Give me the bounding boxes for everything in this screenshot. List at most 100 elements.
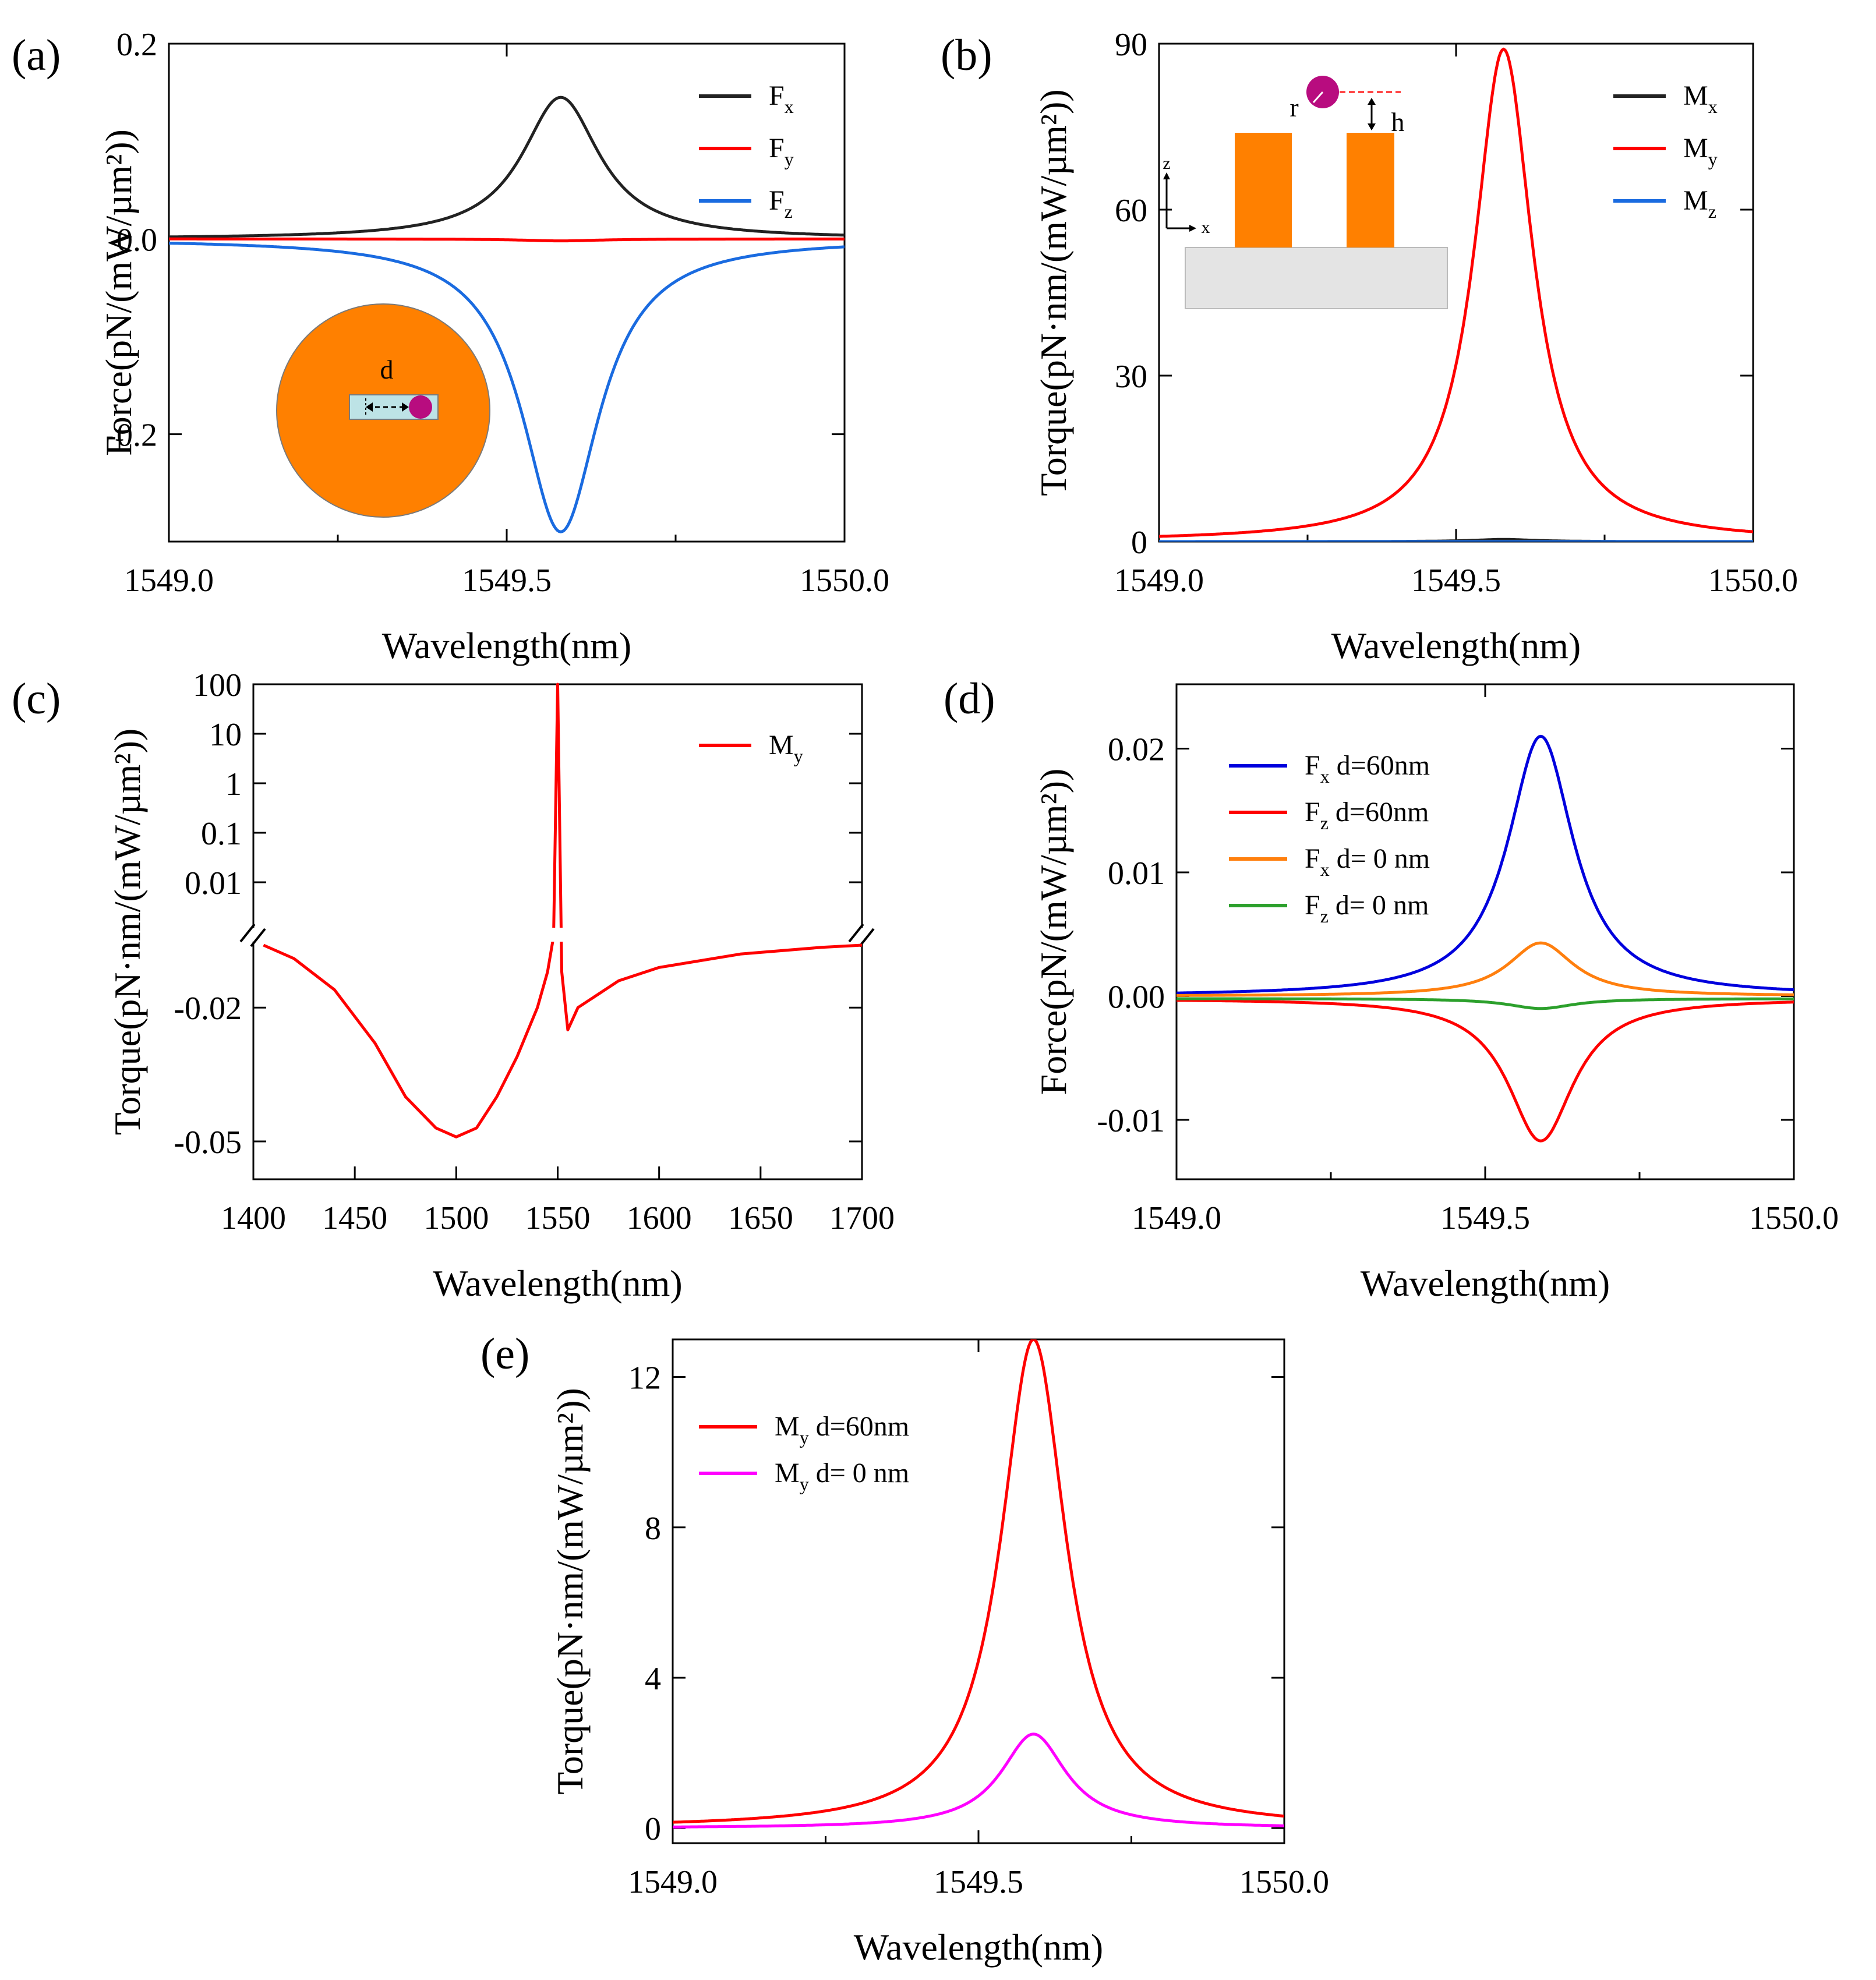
arrow-head-up: [1368, 98, 1376, 105]
x-tick-label: 1549.0: [1114, 563, 1204, 599]
arrow-head-left: [366, 402, 373, 412]
x-tick-label: 1650: [728, 1200, 793, 1236]
y-tick-label: 0.01: [185, 865, 242, 901]
panel-letter: (a): [12, 31, 61, 80]
y-tick-label: 90: [1115, 27, 1147, 63]
legend-symbol: F: [1305, 797, 1320, 828]
legend-suffix: d= 0 nm: [1330, 843, 1430, 874]
y-axis-title: Torque(pN·nm/(mW/µm²)): [1033, 89, 1074, 496]
legend-subscript: x: [1320, 766, 1330, 787]
y-tick-label: 10: [209, 717, 242, 753]
inset-label-h: h: [1391, 107, 1405, 137]
legend-symbol: M: [769, 730, 794, 761]
series-line-fy: [169, 237, 845, 243]
x-tick-label: 1549.0: [628, 1864, 718, 1900]
panel-b: (b) Wavelength(nm) Torque(pN·nm/(mW/µm²)) 1…: [941, 27, 1798, 666]
legend-label: My: [1683, 133, 1718, 169]
legend-subscript: z: [1708, 201, 1716, 222]
plot-frame: [168, 43, 846, 543]
legend-subscript: x: [1320, 859, 1330, 880]
series-line-my: [263, 683, 863, 1138]
y-axis-title: Torque(pN·nm/(mW/µm²)): [549, 1388, 591, 1795]
y-tick-label: 0: [645, 1811, 661, 1847]
legend-symbol: F: [769, 133, 785, 164]
legend-symbol: F: [769, 185, 785, 216]
y-tick-label: 0: [1131, 525, 1147, 561]
legend-subscript: y: [1708, 148, 1718, 169]
curve-break-gap: [544, 928, 563, 942]
x-axis-title: Wavelength(nm): [1331, 625, 1581, 666]
legend-symbol: M: [1683, 133, 1708, 164]
substrate: [1185, 247, 1448, 309]
x-tick-label: 1450: [322, 1200, 387, 1236]
series-line-my-d-0-nm: [673, 1733, 1284, 1829]
axis-break-slash: [250, 928, 266, 947]
axis-break-slash: [848, 923, 864, 943]
legend-subscript: z: [1320, 906, 1329, 927]
series-line-my: [1159, 47, 1753, 538]
y-tick-label: 8: [645, 1511, 661, 1547]
legend-suffix: d= 0 nm: [809, 1458, 909, 1488]
panel-letter: (d): [944, 674, 995, 723]
y-tick-label: 100: [193, 667, 242, 703]
y-tick-label: 1: [225, 766, 242, 802]
inset-side-view: r h z x: [1163, 76, 1448, 309]
inset-label-d: d: [380, 355, 394, 384]
y-tick-label: 30: [1115, 359, 1147, 395]
legend-label: Fx d=60nm: [1305, 750, 1430, 787]
series-line-fx-d-60nm: [1177, 734, 1794, 995]
panel-letter: (b): [941, 31, 992, 80]
y-tick-label: 0.00: [1108, 980, 1165, 1016]
x-axis-title: Wavelength(nm): [1361, 1263, 1610, 1304]
legend-label: Fz d=60nm: [1305, 797, 1429, 833]
y-tick-label: 0.2: [116, 27, 157, 63]
y-tick-label: 4: [645, 1661, 661, 1697]
legend-suffix: d= 0 nm: [1329, 890, 1429, 921]
legend-label: My: [769, 730, 803, 766]
panel-letter: (c): [12, 674, 61, 723]
legend-subscript: y: [794, 745, 803, 766]
x-tick-label: 1549.0: [124, 563, 214, 599]
y-axis-title: Force(pN/(mW/µm²)): [98, 129, 139, 456]
legend-symbol: F: [1305, 750, 1320, 781]
x-tick-label: 1550.0: [1239, 1864, 1329, 1900]
y-tick-label: 60: [1115, 193, 1147, 229]
legend-subscript: z: [785, 201, 793, 222]
x-tick-label: 1550.0: [800, 563, 889, 599]
legend-subscript: x: [785, 96, 794, 117]
legend-symbol: M: [775, 1458, 800, 1488]
legend-subscript: x: [1708, 96, 1718, 117]
inset-label-z: z: [1163, 154, 1170, 173]
x-tick-label: 1550: [525, 1200, 591, 1236]
y-tick-label: -0.2: [105, 418, 157, 454]
y-tick-label: 12: [628, 1360, 661, 1396]
y-tick-label: -0.05: [174, 1125, 242, 1161]
y-tick-label: 0.0: [116, 222, 157, 258]
x-tick-label: 1549.5: [1440, 1200, 1530, 1236]
x-axis-title: Wavelength(nm): [382, 625, 631, 666]
legend-suffix: d=60nm: [809, 1411, 909, 1442]
legend-symbol: F: [769, 80, 785, 111]
pillar-right: [1347, 133, 1394, 248]
inset-disk: d: [276, 303, 490, 518]
x-tick-label: 1549.5: [1411, 563, 1501, 599]
x-tick-label: 1400: [221, 1200, 286, 1236]
legend-symbol: F: [1305, 843, 1320, 874]
axis-break-slash: [858, 928, 875, 947]
series-line-fx-d-0-nm: [1177, 941, 1794, 997]
x-axis-title: Wavelength(nm): [854, 1926, 1103, 1968]
series-line-fz-d-0-nm: [1177, 997, 1794, 1010]
panel-c: (c) Wavelength(nm) Torque(pN·nm/(mW/µm²)) 1…: [12, 667, 895, 1304]
legend-suffix: d=60nm: [1330, 750, 1430, 781]
x-tick-label: 1700: [829, 1200, 895, 1236]
axis-break-gap: [858, 928, 865, 942]
plot-frame: [672, 1338, 1285, 1844]
arrow-head-down: [1368, 123, 1376, 130]
y-axis-title: Force(pN/(mW/µm²)): [1033, 769, 1074, 1095]
x-tick-label: 1500: [423, 1200, 489, 1236]
legend-symbol: M: [775, 1411, 800, 1442]
legend-label: Fz d= 0 nm: [1305, 890, 1429, 927]
x-tick-label: 1549.0: [1132, 1200, 1221, 1236]
legend-symbol: F: [1305, 890, 1320, 921]
legend-label: Mz: [1683, 185, 1716, 222]
